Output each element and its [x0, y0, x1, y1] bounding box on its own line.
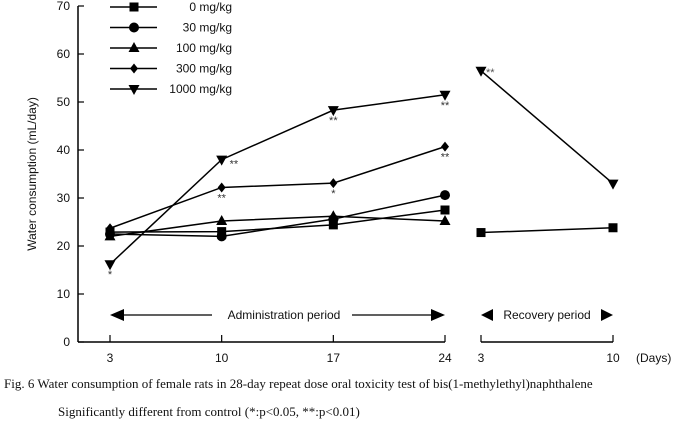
y-tick-label: 70	[57, 0, 71, 13]
x-tick-label: 3	[107, 351, 114, 365]
data-point-recovery-0-mg-kg	[608, 223, 618, 233]
y-tick-label: 0	[63, 335, 70, 349]
x-tick-label: 10	[215, 351, 229, 365]
arrow-left-icon	[110, 309, 124, 321]
arrow-right-icon	[431, 309, 445, 321]
series-line-1000-mg-kg	[109, 94, 446, 265]
period-label-recovery: Recovery period	[503, 308, 590, 322]
series-line-recovery-0-mg-kg	[480, 227, 614, 234]
data-point-1000-mg-kg	[104, 260, 116, 271]
series-line-100-mg-kg	[109, 215, 446, 238]
data-point-300-mg-kg	[329, 178, 338, 189]
legend-label: 300 mg/kg	[176, 62, 232, 76]
data-point-100-mg-kg	[439, 215, 451, 226]
data-point-0-mg-kg	[328, 220, 338, 230]
y-tick-label: 60	[57, 47, 71, 61]
x-unit-label: (Days)	[636, 351, 671, 365]
data-point-300-mg-kg	[106, 223, 114, 234]
figure-caption: Fig. 6 Water consumption of female rats …	[4, 376, 593, 391]
series-line-recovery-1000-mg-kg	[480, 70, 614, 185]
data-point-1000-mg-kg	[216, 155, 228, 166]
x-tick-label: 17	[327, 351, 341, 365]
chart: 0 10 20 30 40 50 60 70 Water consumption (mL/day…	[25, 0, 671, 365]
arrow-right-icon	[601, 309, 613, 321]
legend-marker-icon	[129, 22, 139, 33]
legend-label: 0 mg/kg	[189, 0, 232, 14]
data-point-1000-mg-kg	[327, 106, 339, 117]
significance-mark: **	[486, 67, 495, 79]
y-tick-label: 40	[57, 143, 71, 157]
significance-mark: **	[441, 100, 450, 112]
data-point-1000-mg-kg	[439, 90, 451, 101]
significance-mark: *	[331, 188, 336, 200]
x-tick-label: 10	[606, 351, 620, 365]
y-tick-label: 20	[57, 239, 71, 253]
significance-mark: **	[441, 152, 450, 164]
x-tick-label: 24	[438, 351, 452, 365]
data-point-300-mg-kg	[217, 182, 226, 193]
period-label-admin: Administration period	[228, 308, 341, 322]
legend-label: 1000 mg/kg	[169, 82, 232, 96]
legend-marker-icon	[130, 63, 138, 74]
data-point-30-mg-kg	[216, 231, 227, 242]
data-point-100-mg-kg	[216, 215, 228, 226]
legend-marker-icon	[128, 42, 140, 52]
x-tick-label: 3	[478, 351, 485, 365]
data-point-100-mg-kg	[327, 210, 339, 221]
data-point-100-mg-kg	[104, 230, 116, 241]
legend-label: 30 mg/kg	[183, 21, 232, 35]
arrow-left-icon	[481, 309, 493, 321]
series-line-30-mg-kg	[109, 194, 446, 238]
y-tick-label: 30	[57, 191, 71, 205]
data-point-300-mg-kg	[441, 141, 449, 152]
legend-label: 100 mg/kg	[176, 41, 232, 55]
significance-mark: **	[230, 159, 239, 171]
data-point-0-mg-kg	[440, 205, 450, 215]
data-point-recovery-1000-mg-kg	[475, 66, 487, 77]
significance-mark: **	[329, 115, 338, 127]
legend-marker-icon	[128, 85, 140, 95]
significance-note: Significantly different from control (*:…	[58, 404, 360, 419]
significance-mark: *	[108, 269, 113, 281]
y-tick-label: 50	[57, 95, 71, 109]
y-axis-title: Water consumption (mL/day)	[25, 97, 39, 251]
legend-marker-icon	[129, 2, 139, 12]
significance-mark: **	[217, 192, 226, 204]
series-line-300-mg-kg	[109, 145, 446, 229]
data-point-recovery-1000-mg-kg	[607, 179, 619, 190]
y-tick-label: 10	[57, 287, 71, 301]
data-point-recovery-0-mg-kg	[476, 228, 486, 238]
data-point-30-mg-kg	[440, 190, 450, 201]
